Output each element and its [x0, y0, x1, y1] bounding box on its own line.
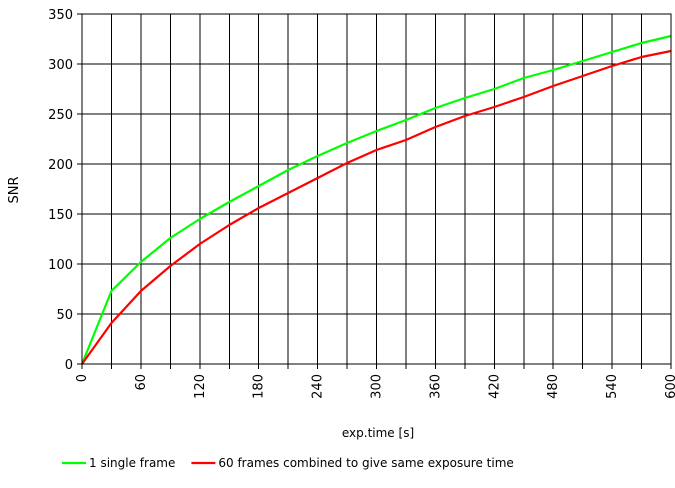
x-tick-label: 300 — [370, 374, 385, 399]
y-axis-label: SNR — [7, 176, 22, 203]
y-tick-label: 100 — [48, 258, 73, 273]
series-lines — [80, 34, 672, 365]
y-tick-label: 0 — [65, 358, 73, 373]
y-tick-label: 150 — [48, 208, 73, 223]
series-line-2 — [81, 49, 672, 365]
y-tick-label: 250 — [48, 108, 73, 123]
axes — [77, 13, 672, 369]
legend-label-1: 1 single frame — [89, 456, 175, 470]
grid — [81, 13, 672, 365]
x-tick-label: 180 — [252, 374, 267, 399]
series-line-1 — [80, 34, 672, 365]
x-tick-label: 0 — [75, 374, 90, 382]
x-tick-labels: 0 60 120 180 240 300 360 420 480 540 600 — [75, 374, 675, 399]
x-tick-label: 60 — [134, 374, 149, 391]
x-tick-label: 420 — [487, 374, 502, 399]
legend: 1 single frame 60 frames combined to give… — [62, 456, 514, 470]
x-tick-label: 600 — [664, 374, 675, 399]
x-tick-label: 120 — [193, 374, 208, 399]
x-axis-label: exp.time [s] — [342, 426, 414, 440]
x-tick-label: 480 — [546, 374, 561, 399]
legend-label-2: 60 frames combined to give same exposure… — [218, 456, 513, 470]
y-tick-label: 300 — [48, 58, 73, 73]
x-tick-label: 540 — [605, 374, 620, 399]
y-tick-labels: 0 50 100 150 200 250 300 350 — [48, 8, 73, 373]
y-tick-label: 350 — [48, 8, 73, 23]
y-tick-label: 50 — [56, 308, 73, 323]
x-tick-label: 360 — [428, 374, 443, 399]
y-tick-label: 200 — [48, 158, 73, 173]
x-tick-label: 240 — [311, 374, 326, 399]
